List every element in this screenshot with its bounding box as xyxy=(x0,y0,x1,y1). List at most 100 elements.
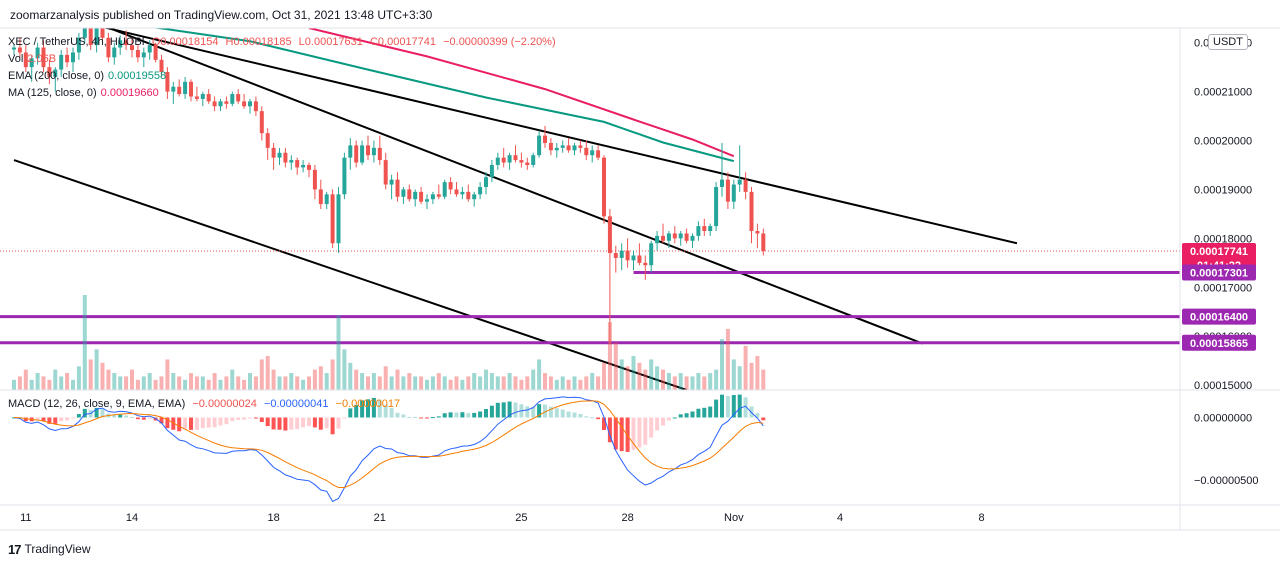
ma-legend[interactable]: MA (125, close, 0) 0.00019660 xyxy=(8,87,163,99)
candle-body xyxy=(596,150,601,158)
volume-bar xyxy=(354,369,359,390)
volume-bar xyxy=(147,373,152,390)
volume-bar xyxy=(171,373,176,390)
macd-histogram-bar xyxy=(737,394,742,418)
macd-histogram-bar xyxy=(253,417,258,419)
volume-bar xyxy=(35,373,40,390)
candle-body xyxy=(625,250,630,261)
macd-legend[interactable]: MACD (12, 26, close, 9, EMA, EMA) −0.000… xyxy=(8,398,404,410)
volume-bar xyxy=(672,376,677,390)
macd-histogram-bar xyxy=(460,412,465,418)
volume-bar xyxy=(348,362,353,390)
macd-histogram-bar xyxy=(543,404,547,418)
candles xyxy=(12,28,766,344)
legend-symbol[interactable]: XEC / TetherUS, 4h, HUOBI xyxy=(8,36,145,48)
candle-body xyxy=(283,152,288,163)
time-tick-label: 28 xyxy=(621,512,633,524)
macd-histogram-bar xyxy=(283,417,288,431)
candle-body xyxy=(519,160,524,163)
volume-bar xyxy=(602,362,606,390)
volume-bar xyxy=(330,359,335,390)
volume-bar xyxy=(584,376,589,390)
candle-body xyxy=(259,111,264,134)
volume-bar xyxy=(731,359,736,390)
macd-histogram-bar xyxy=(714,399,719,418)
macd-histogram-bar xyxy=(684,413,689,418)
volume-bar xyxy=(112,373,117,390)
volume-bar xyxy=(165,359,170,390)
volume-bar xyxy=(295,376,300,390)
candle-body xyxy=(395,179,400,197)
candle-body xyxy=(360,145,365,163)
volume-bar xyxy=(366,376,370,390)
volume-bar xyxy=(271,369,276,390)
price-tick-label: 0.00018000 xyxy=(1194,233,1252,245)
volume-bar xyxy=(507,373,512,390)
candle-body xyxy=(607,216,612,254)
volume-bar xyxy=(761,369,766,390)
candle-body xyxy=(761,233,766,252)
ema-label: EMA (200, close, 0) xyxy=(8,70,104,82)
candle-body xyxy=(377,147,382,161)
macd-histogram-bar xyxy=(183,417,188,430)
candle-body xyxy=(147,45,152,53)
macd-histogram-bar xyxy=(301,417,306,428)
candle-body xyxy=(637,255,642,263)
candle-body xyxy=(419,191,424,202)
macd-histogram-bar xyxy=(59,417,64,422)
macd-histogram-bar xyxy=(71,417,75,419)
current-price-tag-text: 0.00017741 xyxy=(1190,246,1248,258)
macd-histogram-bar xyxy=(82,408,87,418)
candle-body xyxy=(572,145,577,151)
candle-body xyxy=(755,231,760,234)
candle-body xyxy=(141,52,146,58)
macd-histogram-bar xyxy=(360,400,365,418)
macd-histogram-bar xyxy=(661,417,665,426)
macd-histogram-bar xyxy=(230,417,235,422)
volume-bar xyxy=(177,376,182,390)
price-tick-label: 0.00021000 xyxy=(1194,87,1252,99)
volume-bar xyxy=(655,366,660,390)
macd-histogram-bar xyxy=(189,417,193,430)
candle-body xyxy=(307,164,311,170)
macd-histogram-bar xyxy=(666,417,671,421)
candle-body xyxy=(130,45,134,51)
volume-bar xyxy=(495,376,500,390)
volume-bar xyxy=(259,359,264,390)
macd-histogram-bar xyxy=(702,407,707,418)
macd-histogram-bar xyxy=(318,417,323,430)
volume-bar xyxy=(277,376,282,390)
candle-body xyxy=(525,162,530,165)
candle-body xyxy=(702,226,707,232)
vol-legend[interactable]: Vol 2.06B xyxy=(8,53,60,65)
candle-body xyxy=(135,50,140,58)
macd-histogram-bar xyxy=(696,408,701,418)
macd-histogram-bar xyxy=(513,402,518,418)
currency-badge[interactable]: USDT xyxy=(1208,34,1248,50)
volume-bar xyxy=(135,379,140,390)
macd-histogram-bar xyxy=(501,402,506,418)
candle-body xyxy=(649,243,654,266)
candle-body xyxy=(318,189,323,205)
candle-body xyxy=(59,54,64,70)
candle-body xyxy=(12,47,16,50)
macd-histogram-bar xyxy=(277,417,282,430)
candle-body xyxy=(478,186,483,195)
macd-histogram-bar xyxy=(495,402,500,418)
ma-label: MA (125, close, 0) xyxy=(8,87,97,99)
volume-bar xyxy=(183,379,188,390)
time-tick-label: 11 xyxy=(20,512,31,524)
macd-histogram-bar xyxy=(436,416,441,418)
macd-histogram-bar xyxy=(690,411,695,418)
ema-legend[interactable]: EMA (200, close, 0) 0.00019558 xyxy=(8,70,170,82)
macd-histogram-bar xyxy=(324,417,329,429)
candle-body xyxy=(684,233,689,241)
macd-histogram-bar xyxy=(200,417,205,429)
macd-histogram-bar xyxy=(236,417,241,420)
candle-body xyxy=(631,255,636,261)
macd-histogram-bar xyxy=(259,417,264,423)
volume-bar xyxy=(537,359,542,390)
macd-histogram-bar xyxy=(141,417,146,420)
volume-bar xyxy=(531,369,536,390)
